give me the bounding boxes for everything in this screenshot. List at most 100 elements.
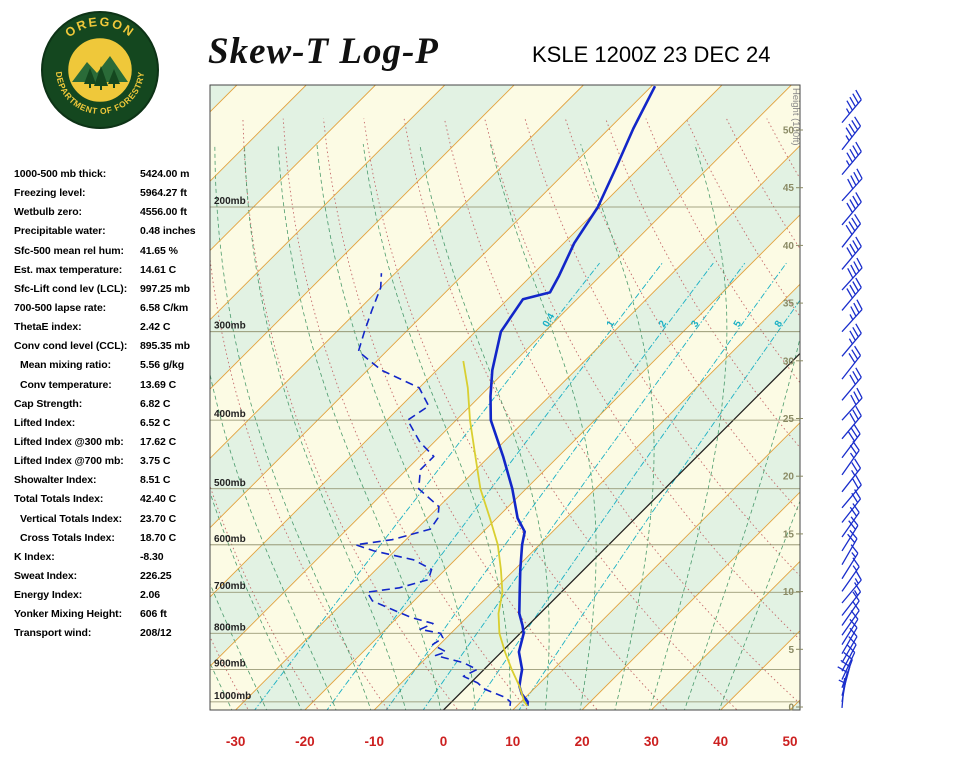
mixing-ratio-line xyxy=(326,262,663,710)
index-label: Mean mixing ratio: xyxy=(20,359,111,372)
moist-adiabat xyxy=(419,144,550,710)
height-tick-label: 15 xyxy=(783,529,795,540)
index-value: 4556.00 ft xyxy=(140,206,187,219)
height-tick-label: 45 xyxy=(783,183,795,194)
index-value: 606 ft xyxy=(140,608,167,621)
dry-adiabat xyxy=(443,118,800,705)
height-tick-label: 10 xyxy=(783,587,795,598)
x-tick-label: 10 xyxy=(505,734,520,749)
x-tick-label: 30 xyxy=(644,734,659,749)
isotherm-line xyxy=(304,214,800,710)
dry-adiabat xyxy=(210,484,319,710)
moist-adiabat xyxy=(684,335,800,710)
index-value: 3.75 C xyxy=(140,455,171,468)
dry-adiabat xyxy=(484,118,800,641)
index-value: 5964.27 ft xyxy=(140,187,187,200)
dry-adiabat xyxy=(847,119,960,713)
height-tick-label: 25 xyxy=(783,414,795,425)
index-label: Yonker Mixing Height: xyxy=(14,608,122,621)
moist-adiabat xyxy=(362,144,511,710)
moist-adiabat xyxy=(649,143,728,710)
index-row: K Index: -8.30 xyxy=(14,549,214,568)
plot-border xyxy=(209,84,801,711)
index-label: Sfc-500 mean rel hum: xyxy=(14,244,124,257)
wind-barb xyxy=(841,345,862,380)
index-value: 2.06 xyxy=(140,589,161,602)
isotherm-band xyxy=(210,85,800,710)
mixing-ratio-label: 8 xyxy=(773,319,786,330)
index-label: Transport wind: xyxy=(14,627,92,640)
index-row: Cap Strength: 6.82 C xyxy=(14,396,214,415)
moist-adiabat xyxy=(210,661,233,710)
index-value: 13.69 C xyxy=(140,378,177,391)
isotherm-line xyxy=(210,85,723,598)
index-row: Transport wind: 208/12 xyxy=(14,625,214,644)
index-row: Sfc-500 mean rel hum: 41.65 % xyxy=(14,243,214,262)
index-row: Energy Index: 2.06 xyxy=(14,587,214,606)
wind-barb xyxy=(841,458,862,493)
index-value: 41.65 % xyxy=(140,244,178,257)
isotherm-band xyxy=(790,700,800,710)
index-label: Lifted Index @700 mb: xyxy=(14,455,124,468)
temperature-trace xyxy=(489,85,657,707)
index-label: Cross Totals Index: xyxy=(20,531,115,544)
x-tick-label: -30 xyxy=(226,734,246,749)
index-row: Vertical Totals Index: 23.70 C xyxy=(14,511,214,530)
wind-barb xyxy=(841,618,858,655)
mixing-ratio-line xyxy=(385,262,714,710)
index-label: Total Totals Index: xyxy=(14,493,104,506)
pressure-label: 800mb xyxy=(214,622,246,633)
moist-adiabat xyxy=(316,144,476,710)
index-row: Cross Totals Index: 18.70 C xyxy=(14,530,214,549)
index-row: Mean mixing ratio: 5.56 g/kg xyxy=(14,357,214,376)
wind-barb xyxy=(841,277,862,311)
index-value: 2.42 C xyxy=(140,321,171,334)
wind-barb xyxy=(841,192,862,226)
pressure-label: 300mb xyxy=(214,321,246,332)
height-tick-label: 50 xyxy=(783,126,795,137)
moist-adiabat xyxy=(89,144,198,712)
index-row: Wetbulb zero: 4556.00 ft xyxy=(14,204,214,223)
index-row: Total Totals Index: 42.40 C xyxy=(14,491,214,510)
wind-barb xyxy=(841,651,853,688)
isotherm-line xyxy=(373,283,800,710)
moist-adiabat xyxy=(718,499,800,710)
index-value: 18.70 C xyxy=(140,531,177,544)
index-row: Est. max temperature: 14.61 C xyxy=(14,262,214,281)
mixing-ratio-label: 2 xyxy=(657,319,670,330)
isotherm-line xyxy=(210,85,238,113)
moist-adiabat xyxy=(277,144,441,710)
index-row: Lifted Index @700 mb: 3.75 C xyxy=(14,453,214,472)
isotherm-line xyxy=(651,560,800,710)
height-tick-label: 0 xyxy=(788,703,794,714)
mixing-ratio-line xyxy=(422,262,746,710)
moist-adiabat xyxy=(210,582,268,710)
dry-adiabat xyxy=(403,118,738,710)
index-label: 700-500 lapse rate: xyxy=(14,301,107,314)
index-value: 6.58 C/km xyxy=(140,301,189,314)
wind-barb xyxy=(841,570,862,604)
wind-barb xyxy=(841,257,863,291)
moist-adiabat xyxy=(210,491,302,710)
indices-panel: 1000-500 mb thick: 5424.00 m Freezing leve… xyxy=(14,166,214,645)
index-label: 1000-500 mb thick: xyxy=(14,168,107,180)
index-label: Vertical Totals Index: xyxy=(20,512,123,525)
index-row: Yonker Mixing Height: 606 ft xyxy=(14,606,214,625)
index-label: Lifted Index: xyxy=(14,416,76,429)
index-row: 1000-500 mb thick: 5424.00 m xyxy=(14,166,214,185)
height-tick-label: 20 xyxy=(783,472,795,483)
index-label: Est. max temperature: xyxy=(14,263,123,276)
index-row: Precipitable water: 0.48 inches xyxy=(14,223,214,242)
wind-barb xyxy=(841,503,860,538)
index-label: Showalter Index: xyxy=(14,474,97,487)
index-value: 5.56 g/kg xyxy=(140,359,185,372)
pressure-label: 600mb xyxy=(214,534,246,545)
wind-barb xyxy=(841,323,862,357)
index-label: Precipitable water: xyxy=(14,225,106,238)
x-tick-label: -20 xyxy=(295,734,315,749)
wind-barb xyxy=(841,516,859,552)
wind-barb xyxy=(841,299,863,333)
wind-barb xyxy=(841,636,857,672)
mixing-ratio-line xyxy=(254,262,600,710)
dry-adiabat xyxy=(323,118,599,710)
